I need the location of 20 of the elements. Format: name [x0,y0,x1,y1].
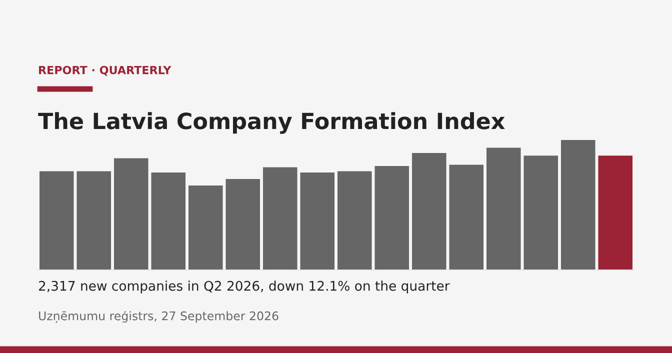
bar [560,140,596,270]
text: 2,317 new companies in Q2 2026, down 12.1% on the quarter [38,280,450,294]
bar [486,148,521,270]
text: Uzņēmumu reģistrs, 27 September 2026 [39,311,278,323]
bar [114,158,148,270]
bar [151,172,186,270]
bar [262,167,298,270]
bar [598,156,633,270]
bar [524,156,558,270]
bar [337,171,372,270]
bar [300,172,335,270]
chart-subtitle: REPORT · QUARTERLY [39,66,172,76]
bar [412,153,446,270]
bar [226,179,260,270]
bar [39,171,74,270]
bar [76,171,112,270]
chart-title: The Latvia Company Formation Index [38,112,505,134]
bar [374,166,410,270]
bar [449,164,484,270]
bar [188,186,223,270]
